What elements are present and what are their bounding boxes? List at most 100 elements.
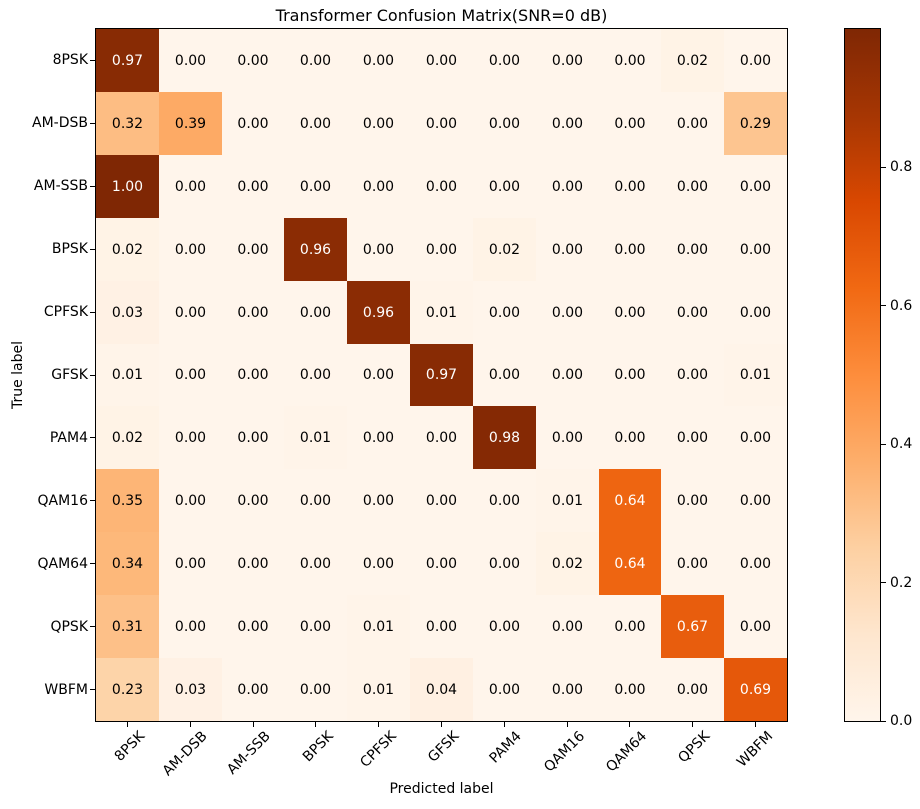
heatmap-cell: 0.00 xyxy=(724,532,787,595)
cell-value: 0.00 xyxy=(676,681,709,698)
cell-value: 0.00 xyxy=(739,555,772,572)
heatmap-cell: 0.00 xyxy=(410,406,473,469)
cell-value: 0.00 xyxy=(488,115,521,132)
heatmap-cell: 0.00 xyxy=(347,218,410,281)
cell-value: 0.00 xyxy=(614,618,646,635)
heatmap-cell: 0.64 xyxy=(599,532,661,595)
x-tick-label: 8PSK xyxy=(111,728,149,765)
heatmap-cell: 0.00 xyxy=(599,155,661,218)
cell-value: 0.00 xyxy=(425,555,458,572)
cell-value: 0.01 xyxy=(299,429,332,446)
heatmap-cell: 0.00 xyxy=(222,92,284,155)
cell-value: 0.00 xyxy=(676,178,709,195)
cell-value: 0.00 xyxy=(551,618,584,635)
colorbar-tick-mark xyxy=(881,443,886,445)
cell-value: 0.00 xyxy=(676,429,709,446)
heatmap-cell: 0.29 xyxy=(724,92,787,155)
heatmap-cell: 0.00 xyxy=(284,281,347,344)
heatmap-cell: 0.00 xyxy=(159,595,222,658)
cell-value: 0.00 xyxy=(237,304,269,321)
x-tick-mark xyxy=(378,722,380,727)
heatmap-cell: 0.35 xyxy=(96,469,159,532)
heatmap-cell: 0.31 xyxy=(96,595,159,658)
heatmap-cell: 0.02 xyxy=(473,218,536,281)
heatmap-cell: 0.00 xyxy=(599,658,661,721)
cell-value: 0.96 xyxy=(362,304,395,321)
cell-value: 0.03 xyxy=(111,304,144,321)
cell-value: 0.00 xyxy=(299,115,332,132)
heatmap-cell: 0.00 xyxy=(284,469,347,532)
heatmap-cell: 0.00 xyxy=(661,532,724,595)
colorbar-tick-label: 0.2 xyxy=(890,574,913,591)
cell-value: 0.96 xyxy=(299,241,332,258)
y-tick-label: GFSK xyxy=(51,367,88,383)
cell-value: 0.00 xyxy=(614,115,646,132)
cell-value: 0.00 xyxy=(425,492,458,509)
heatmap-cell: 0.00 xyxy=(661,469,724,532)
cell-value: 0.01 xyxy=(362,681,395,698)
cell-value: 0.00 xyxy=(362,115,395,132)
cell-value: 0.00 xyxy=(362,555,395,572)
heatmap-cell: 0.00 xyxy=(473,658,536,721)
x-tick-mark xyxy=(503,722,505,727)
cell-value: 0.00 xyxy=(676,304,709,321)
cell-value: 0.01 xyxy=(739,367,772,383)
heatmap-cell: 0.00 xyxy=(222,406,284,469)
cell-value: 0.00 xyxy=(237,178,269,195)
cell-value: 0.00 xyxy=(488,492,521,509)
cell-value: 0.00 xyxy=(174,178,207,195)
heatmap-cell: 0.00 xyxy=(724,595,787,658)
heatmap-cell: 0.00 xyxy=(536,218,599,281)
cell-value: 0.02 xyxy=(111,241,144,258)
cell-value: 0.64 xyxy=(614,555,646,572)
cell-value: 0.00 xyxy=(362,429,395,446)
cell-value: 0.01 xyxy=(551,492,584,509)
cell-value: 0.00 xyxy=(174,555,207,572)
heatmap-cell: 0.00 xyxy=(599,218,661,281)
cell-value: 0.00 xyxy=(488,681,521,698)
y-tick-mark xyxy=(90,248,95,250)
heatmap-cell: 0.00 xyxy=(724,29,787,92)
cell-value: 0.02 xyxy=(488,241,521,258)
cell-value: 0.29 xyxy=(739,115,772,132)
heatmap-cell: 0.00 xyxy=(284,532,347,595)
heatmap-cell: 0.00 xyxy=(222,218,284,281)
x-tick-mark xyxy=(692,722,694,727)
cell-value: 0.23 xyxy=(111,681,144,698)
heatmap-cell: 0.00 xyxy=(724,218,787,281)
heatmap-cell: 0.98 xyxy=(473,406,536,469)
x-tick-mark xyxy=(126,722,128,727)
cell-value: 0.00 xyxy=(299,178,332,195)
heatmap-cell: 0.01 xyxy=(347,658,410,721)
cell-value: 0.00 xyxy=(425,429,458,446)
cell-value: 0.00 xyxy=(551,115,584,132)
heatmap-cell: 0.00 xyxy=(661,92,724,155)
heatmap-cell: 0.00 xyxy=(222,344,284,406)
cell-value: 0.00 xyxy=(237,492,269,509)
heatmap-cell: 0.00 xyxy=(536,281,599,344)
cell-value: 0.00 xyxy=(739,492,772,509)
heatmap-cell: 0.00 xyxy=(599,92,661,155)
heatmap-cell: 0.00 xyxy=(347,469,410,532)
x-tick-label: GFSK xyxy=(424,728,463,766)
heatmap-cell: 0.64 xyxy=(599,469,661,532)
heatmap-cell: 0.00 xyxy=(599,281,661,344)
heatmap-cell: 0.00 xyxy=(724,406,787,469)
heatmap-cell: 0.00 xyxy=(536,406,599,469)
heatmap-cell: 1.00 xyxy=(96,155,159,218)
heatmap-cell: 0.00 xyxy=(222,155,284,218)
x-tick-label: CPFSK xyxy=(356,728,400,771)
y-tick-label: QAM16 xyxy=(37,492,89,509)
heatmap-cell: 0.00 xyxy=(661,218,724,281)
heatmap-cell: 0.00 xyxy=(536,92,599,155)
cell-value: 0.00 xyxy=(739,618,772,635)
y-tick-label: QPSK xyxy=(50,618,88,635)
heatmap-cell: 0.00 xyxy=(536,344,599,406)
cell-value: 0.00 xyxy=(237,555,269,572)
heatmap-cell: 0.67 xyxy=(661,595,724,658)
cell-value: 0.00 xyxy=(676,367,709,383)
heatmap-cell: 0.00 xyxy=(222,658,284,721)
heatmap-cell: 0.00 xyxy=(473,92,536,155)
heatmap-cell: 0.01 xyxy=(536,469,599,532)
